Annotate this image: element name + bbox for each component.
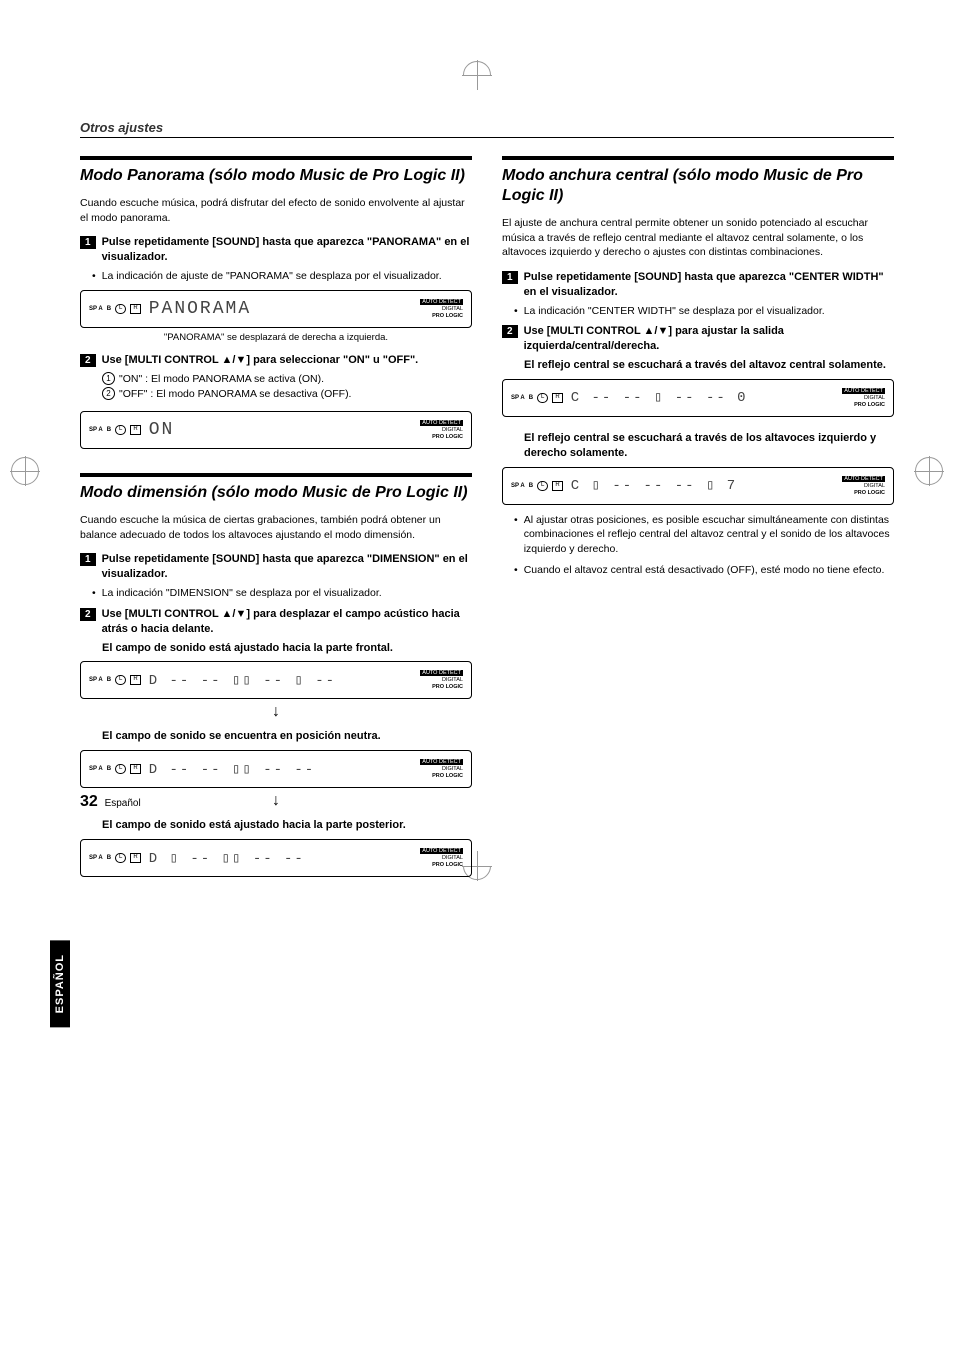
- lcd-display: SP A B L R PANORAMA AUTO DETECT DIGITAL …: [80, 290, 472, 328]
- prologic-label: PRO LOGIC: [432, 313, 463, 319]
- l-pill: L: [115, 304, 126, 314]
- step-text: Pulse repetidamente [SOUND] hasta que ap…: [524, 270, 894, 300]
- footer-language: Español: [105, 798, 141, 809]
- step-text: Pulse repetidamente [SOUND] hasta que ap…: [102, 235, 472, 265]
- sp-b-label: B: [107, 306, 111, 312]
- lcd-text: C -- -- ▯ -- -- 0: [571, 389, 835, 406]
- bullet-icon: •: [514, 304, 518, 319]
- section-title-dimension: Modo dimensión (sólo modo Music de Pro L…: [80, 473, 472, 503]
- step-number: 1: [502, 271, 518, 284]
- sub-heading: El reflejo central se escuchará a través…: [524, 431, 894, 461]
- step-number: 1: [80, 553, 96, 566]
- lcd-display: SP A B L R D -- -- ▯▯ -- ▯ -- AUTO DETEC…: [80, 661, 472, 699]
- lcd-text: ON: [149, 420, 413, 440]
- lcd-text: PANORAMA: [149, 299, 413, 319]
- left-column: Modo Panorama (sólo modo Music de Pro Lo…: [80, 156, 472, 881]
- lcd-display: SP A B L R C -- -- ▯ -- -- 0 AUTO DETECT…: [502, 379, 894, 417]
- lcd-display: SP A B L R ON AUTO DETECT DIGITAL PRO LO…: [80, 411, 472, 449]
- bullet-icon: •: [92, 269, 96, 284]
- option-number-icon: 1: [102, 372, 115, 385]
- sub-heading: El reflejo central se escuchará a través…: [524, 358, 894, 373]
- step-number: 2: [80, 608, 96, 621]
- step-number: 1: [80, 236, 96, 249]
- sub-heading: El campo de sonido está ajustado hacia l…: [102, 818, 472, 833]
- bullet-text: Al ajustar otras posiciones, es posible …: [524, 513, 894, 557]
- down-arrow-icon: ↓: [80, 703, 472, 721]
- display-caption: "PANORAMA" se desplazará de derecha a iz…: [80, 332, 472, 343]
- step-text: Use [MULTI CONTROL ▲/▼] para desplazar e…: [102, 607, 472, 637]
- bullet-icon: •: [92, 586, 96, 601]
- crop-mark-right: [914, 456, 944, 486]
- lcd-text: D -- -- ▯▯ -- ▯ --: [149, 672, 413, 689]
- lcd-text: D ▯ -- ▯▯ -- --: [149, 850, 413, 867]
- option-number-icon: 2: [102, 387, 115, 400]
- step-text: Pulse repetidamente [SOUND] hasta que ap…: [102, 552, 472, 582]
- page-header: Otros ajustes: [80, 120, 894, 138]
- intro-text: Cuando escuche música, podrá disfrutar d…: [80, 196, 472, 225]
- option-text: "ON" : El modo PANORAMA se activa (ON).: [119, 372, 324, 388]
- crop-mark-left: [10, 456, 40, 486]
- sub-heading: El campo de sonido está ajustado hacia l…: [102, 641, 472, 656]
- page-number: 32: [80, 793, 98, 810]
- lcd-text: C ▯ -- -- -- ▯ 7: [571, 477, 835, 494]
- crop-mark-top: [462, 60, 492, 90]
- lcd-display: SP A B L R D ▯ -- ▯▯ -- -- AUTO DETECT D…: [80, 839, 472, 877]
- bullet-text: La indicación de ajuste de "PANORAMA" se…: [102, 269, 442, 284]
- step-text: Use [MULTI CONTROL ▲/▼] para seleccionar…: [102, 353, 419, 368]
- bullet-text: La indicación "CENTER WIDTH" se desplaza…: [524, 304, 825, 319]
- digital-label: DIGITAL: [442, 306, 463, 312]
- lcd-display: SP A B L R C ▯ -- -- -- ▯ 7 AUTO DETECT …: [502, 467, 894, 505]
- bullet-icon: •: [514, 513, 518, 557]
- page-footer: 32 Español: [80, 793, 141, 811]
- auto-detect-badge: AUTO DETECT: [420, 299, 463, 305]
- intro-text: Cuando escuche la música de ciertas grab…: [80, 513, 472, 542]
- intro-text: El ajuste de anchura central permite obt…: [502, 216, 894, 260]
- bullet-text: La indicación "DIMENSION" se desplaza po…: [102, 586, 382, 601]
- step-number: 2: [80, 354, 96, 367]
- r-box: R: [130, 304, 140, 314]
- option-text: "OFF" : El modo PANORAMA se desactiva (O…: [119, 387, 351, 403]
- language-tab: ESPAÑOL: [50, 940, 70, 1027]
- section-title-panorama: Modo Panorama (sólo modo Music de Pro Lo…: [80, 156, 472, 186]
- lcd-display: SP A B L R D -- -- ▯▯ -- -- AUTO DETECT …: [80, 750, 472, 788]
- bullet-text: Cuando el altavoz central está desactiva…: [524, 563, 885, 578]
- right-column: Modo anchura central (sólo modo Music de…: [502, 156, 894, 881]
- step-number: 2: [502, 325, 518, 338]
- bullet-icon: •: [514, 563, 518, 578]
- step-text: Use [MULTI CONTROL ▲/▼] para ajustar la …: [524, 324, 894, 354]
- sub-heading: El campo de sonido se encuentra en posic…: [102, 729, 472, 744]
- lcd-text: D -- -- ▯▯ -- --: [149, 761, 413, 778]
- section-title-center-width: Modo anchura central (sólo modo Music de…: [502, 156, 894, 206]
- sp-a-label: SP A: [89, 306, 103, 312]
